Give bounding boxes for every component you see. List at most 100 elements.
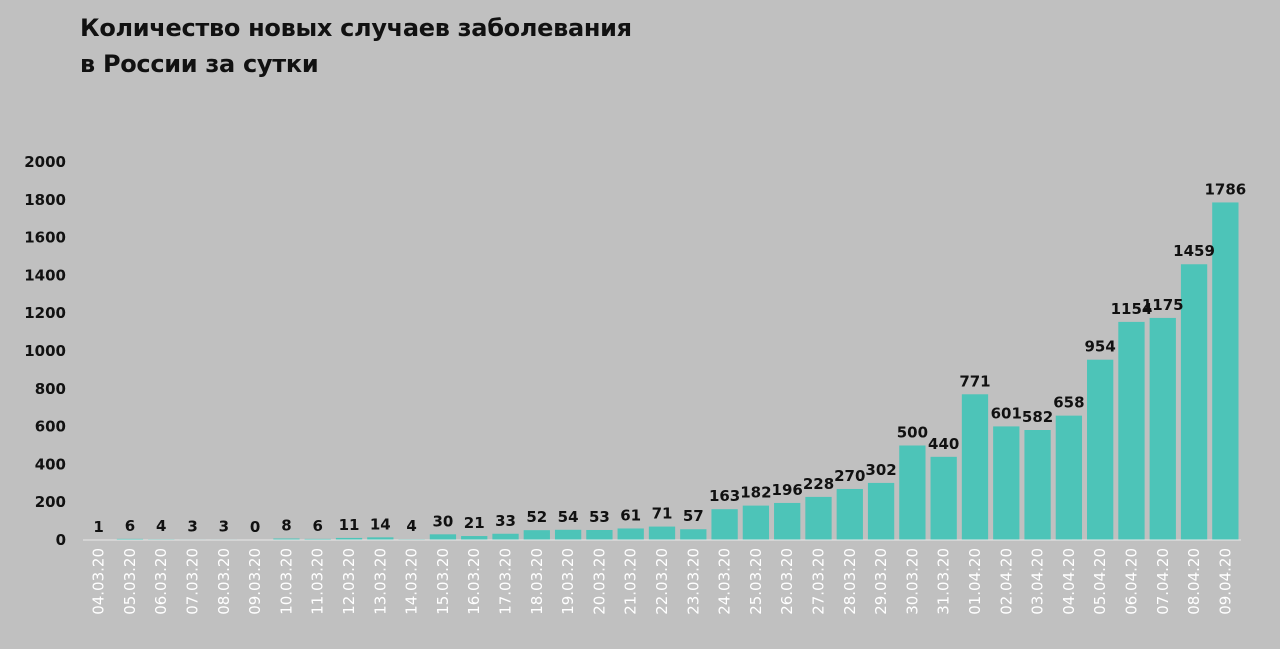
bar <box>711 509 738 540</box>
bar <box>961 394 989 540</box>
y-tick-label: 1400 <box>24 266 66 284</box>
x-tick-label: 07.04.20 <box>1154 548 1172 615</box>
data-label: 270 <box>834 467 865 485</box>
x-tick-label: 17.03.20 <box>497 548 515 615</box>
data-label: 196 <box>772 481 803 499</box>
data-label: 228 <box>803 475 834 493</box>
x-tick-label: 09.04.20 <box>1216 548 1234 615</box>
data-label: 1 <box>93 518 103 536</box>
x-tick-label: 05.04.20 <box>1091 548 1109 615</box>
data-label: 8 <box>281 516 291 534</box>
data-label: 440 <box>928 435 959 453</box>
x-tick-label: 06.03.20 <box>152 548 170 615</box>
bar <box>554 529 582 540</box>
y-tick-label: 400 <box>35 455 66 473</box>
x-tick-label: 04.03.20 <box>90 548 108 615</box>
x-tick-label: 20.03.20 <box>590 548 608 615</box>
x-tick-label: 28.03.20 <box>841 548 859 615</box>
data-label: 14 <box>370 515 391 533</box>
x-tick-label: 05.03.20 <box>121 548 139 615</box>
data-label: 1459 <box>1173 242 1215 260</box>
x-tick-label: 02.04.20 <box>997 548 1015 615</box>
x-tick-label: 09.03.20 <box>246 548 264 615</box>
data-label: 21 <box>464 514 485 532</box>
bar <box>1149 317 1176 540</box>
bar <box>1180 264 1208 540</box>
data-label: 658 <box>1053 394 1084 412</box>
x-tick-label: 08.04.20 <box>1185 548 1203 615</box>
y-tick-label: 1600 <box>24 229 66 247</box>
x-tick-label: 19.03.20 <box>559 548 577 615</box>
y-tick-label: 800 <box>35 380 66 398</box>
y-tick-label: 600 <box>35 418 66 436</box>
y-tick-label: 1800 <box>24 191 66 209</box>
x-tick-label: 24.03.20 <box>716 548 734 615</box>
data-label: 61 <box>620 506 641 524</box>
data-label: 3 <box>219 517 229 535</box>
x-tick-label: 29.03.20 <box>872 548 890 615</box>
bar <box>836 488 863 540</box>
data-label: 1175 <box>1142 296 1184 314</box>
chart-title: Количество новых случаев заболевания в Р… <box>80 10 780 82</box>
bar <box>1055 415 1083 540</box>
x-tick-label: 25.03.20 <box>747 548 765 615</box>
x-tick-label: 07.03.20 <box>184 548 202 615</box>
x-tick-label: 30.03.20 <box>903 548 921 615</box>
data-label: 500 <box>897 424 928 442</box>
bar <box>273 538 300 540</box>
y-tick-label: 200 <box>35 493 66 511</box>
x-tick-label: 06.04.20 <box>1122 548 1140 615</box>
bar <box>1212 202 1239 541</box>
bar <box>116 538 144 540</box>
bar <box>304 538 331 540</box>
bar <box>523 530 550 540</box>
bar <box>774 502 801 540</box>
data-label: 3 <box>187 517 197 535</box>
x-tick-label: 12.03.20 <box>340 548 358 615</box>
data-label: 4 <box>406 517 416 535</box>
bar <box>461 536 488 540</box>
bar <box>367 537 394 540</box>
data-label: 601 <box>991 404 1022 422</box>
x-tick-label: 31.03.20 <box>935 548 953 615</box>
bar <box>335 537 363 540</box>
data-label: 582 <box>1022 408 1053 426</box>
x-tick-label: 26.03.20 <box>778 548 796 615</box>
bar <box>1087 359 1114 540</box>
bar <box>617 528 644 540</box>
bar <box>899 445 926 540</box>
data-label: 11 <box>339 516 360 534</box>
data-label: 71 <box>652 505 673 523</box>
x-tick-label: 27.03.20 <box>809 548 827 615</box>
data-label: 33 <box>495 512 516 530</box>
bar <box>429 534 457 540</box>
data-label: 302 <box>865 461 896 479</box>
bar <box>1118 321 1145 540</box>
y-tick-label: 2000 <box>24 153 66 171</box>
data-label: 771 <box>959 372 990 390</box>
data-label: 954 <box>1085 338 1116 356</box>
data-label: 53 <box>589 508 610 526</box>
y-tick-label: 0 <box>56 531 66 549</box>
chart-title-line-2: в России за сутки <box>80 50 319 78</box>
bar <box>805 496 832 540</box>
bar <box>993 426 1020 540</box>
x-tick-label: 13.03.20 <box>371 548 389 615</box>
x-tick-label: 08.03.20 <box>215 548 233 615</box>
data-label: 4 <box>156 517 166 535</box>
x-tick-label: 14.03.20 <box>403 548 421 615</box>
data-label: 1786 <box>1204 180 1246 198</box>
data-label: 6 <box>313 517 323 535</box>
y-axis: 0 200 400 600 800 1000 1200 1400 1600 1800 2000 <box>24 153 66 549</box>
x-tick-label: 04.04.20 <box>1060 548 1078 615</box>
bar <box>492 533 519 540</box>
bar <box>648 526 676 540</box>
data-label: 1154 <box>1111 300 1153 318</box>
data-label: 52 <box>526 508 547 526</box>
x-tick-label: 16.03.20 <box>465 548 483 615</box>
x-tick-label: 21.03.20 <box>622 548 640 615</box>
data-label: 182 <box>740 484 771 502</box>
data-label: 54 <box>558 508 579 526</box>
